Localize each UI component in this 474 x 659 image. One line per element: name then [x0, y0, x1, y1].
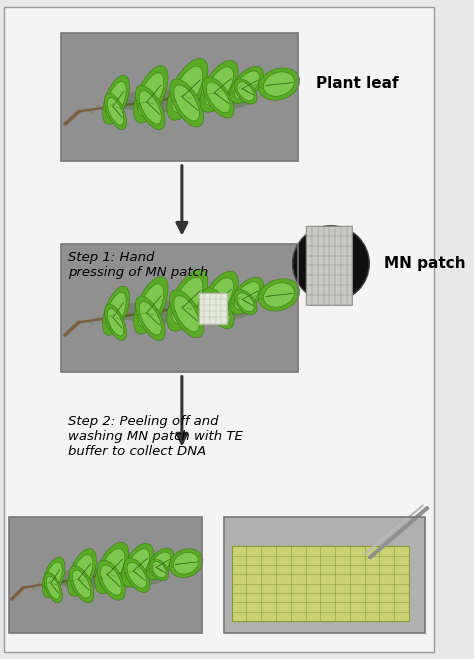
Ellipse shape: [264, 72, 294, 96]
Ellipse shape: [234, 282, 259, 310]
Ellipse shape: [170, 79, 204, 127]
Ellipse shape: [230, 277, 264, 314]
Ellipse shape: [230, 67, 264, 103]
Ellipse shape: [167, 270, 208, 331]
Ellipse shape: [205, 277, 234, 316]
Bar: [61, 33, 298, 161]
Ellipse shape: [234, 79, 257, 104]
Ellipse shape: [205, 67, 234, 105]
Ellipse shape: [73, 570, 91, 598]
Text: Plant leaf: Plant leaf: [316, 76, 399, 91]
Text: MN patch: MN patch: [383, 256, 465, 271]
Ellipse shape: [136, 85, 165, 130]
Ellipse shape: [150, 552, 171, 576]
Bar: [306, 225, 352, 305]
Text: Step 2: Peeling off and
washing MN patch with TE
buffer to collect DNA: Step 2: Peeling off and washing MN patch…: [68, 415, 243, 459]
Ellipse shape: [292, 225, 369, 302]
Ellipse shape: [107, 301, 253, 324]
Ellipse shape: [174, 296, 200, 332]
Ellipse shape: [134, 277, 168, 334]
Bar: [199, 293, 227, 324]
Bar: [9, 517, 201, 633]
Ellipse shape: [200, 61, 238, 112]
Ellipse shape: [105, 304, 127, 341]
Ellipse shape: [138, 284, 164, 327]
Bar: [61, 33, 298, 161]
Ellipse shape: [106, 81, 126, 118]
Ellipse shape: [105, 93, 127, 130]
Ellipse shape: [258, 68, 300, 100]
Ellipse shape: [107, 90, 253, 113]
Ellipse shape: [46, 577, 60, 599]
Ellipse shape: [258, 279, 300, 311]
Ellipse shape: [150, 559, 169, 581]
Ellipse shape: [206, 293, 230, 324]
Ellipse shape: [103, 75, 129, 125]
Ellipse shape: [172, 66, 203, 113]
Ellipse shape: [206, 82, 230, 113]
Ellipse shape: [172, 277, 203, 324]
Ellipse shape: [202, 288, 234, 329]
Ellipse shape: [44, 573, 62, 603]
Ellipse shape: [95, 542, 129, 594]
Ellipse shape: [138, 73, 164, 116]
Ellipse shape: [146, 548, 174, 580]
Ellipse shape: [107, 308, 124, 336]
Ellipse shape: [127, 562, 146, 588]
Ellipse shape: [46, 568, 164, 589]
Ellipse shape: [122, 544, 154, 587]
Ellipse shape: [170, 290, 204, 338]
Ellipse shape: [68, 549, 97, 596]
Ellipse shape: [69, 565, 94, 602]
Ellipse shape: [139, 91, 161, 124]
Ellipse shape: [100, 565, 122, 595]
Ellipse shape: [264, 283, 294, 307]
Ellipse shape: [71, 555, 93, 590]
Ellipse shape: [234, 71, 259, 99]
Ellipse shape: [169, 549, 203, 577]
Ellipse shape: [136, 296, 165, 341]
Ellipse shape: [99, 549, 125, 587]
Ellipse shape: [139, 302, 161, 335]
Bar: [61, 244, 298, 372]
Bar: [232, 546, 409, 621]
Ellipse shape: [107, 98, 124, 125]
Ellipse shape: [202, 77, 234, 118]
Ellipse shape: [200, 272, 238, 323]
Ellipse shape: [124, 558, 150, 592]
Ellipse shape: [174, 85, 200, 121]
Ellipse shape: [234, 290, 257, 315]
Bar: [224, 517, 425, 633]
Ellipse shape: [167, 59, 208, 120]
Ellipse shape: [134, 66, 168, 123]
Ellipse shape: [237, 82, 254, 101]
Ellipse shape: [173, 552, 199, 574]
Bar: [9, 517, 201, 633]
Ellipse shape: [237, 293, 254, 312]
Text: Step 1: Hand
pressing of MN patch: Step 1: Hand pressing of MN patch: [68, 251, 208, 279]
Bar: [224, 517, 425, 633]
Ellipse shape: [106, 292, 126, 329]
Ellipse shape: [126, 549, 150, 581]
Ellipse shape: [152, 561, 166, 578]
Bar: [61, 244, 298, 372]
Ellipse shape: [97, 560, 125, 600]
Ellipse shape: [103, 286, 129, 335]
Ellipse shape: [45, 562, 62, 592]
Ellipse shape: [42, 557, 65, 598]
